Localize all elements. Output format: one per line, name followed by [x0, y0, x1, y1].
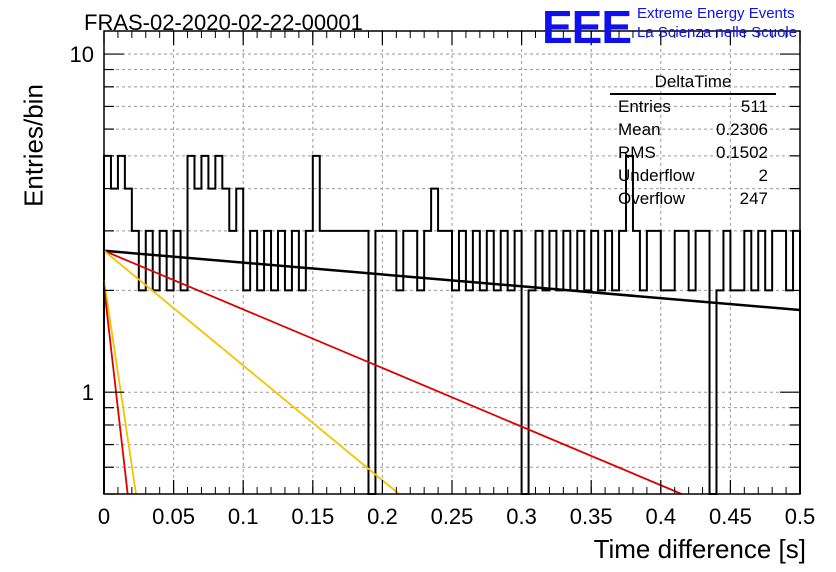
- stats-value: 247: [739, 189, 768, 208]
- axis-ticks: 0 0.05 0.1 0.15 0.2 0.25 0.3 0.35 0.4 0.45 0.5 1 10: [70, 31, 816, 529]
- fit-line: [103, 249, 801, 312]
- stats-title: DeltaTime: [610, 70, 776, 95]
- stats-row: Entries 511: [610, 95, 776, 118]
- fit-line: [103, 249, 683, 495]
- x-tick-label: 0.05: [152, 504, 195, 529]
- x-tick-label: 0.15: [291, 504, 334, 529]
- y-tick-label: 1: [82, 380, 94, 405]
- y-axis-label: Entries/bin: [18, 84, 49, 207]
- logo-caption: Extreme Energy Events La Scienza nelle S…: [637, 4, 797, 42]
- stats-row: Underflow 2: [610, 164, 776, 187]
- x-tick-label: 0.35: [570, 504, 613, 529]
- x-tick-label: 0.45: [709, 504, 752, 529]
- fit-line: [103, 250, 400, 495]
- x-tick-label: 0.1: [228, 504, 259, 529]
- y-tick-label: 10: [70, 42, 94, 67]
- stats-value: 0.1502: [716, 143, 768, 162]
- fit-lines: [103, 249, 801, 495]
- fit-line: [103, 286, 129, 495]
- x-tick-label: 0: [98, 504, 110, 529]
- stats-label: RMS: [618, 143, 656, 162]
- stats-value: 511: [740, 97, 768, 116]
- logo-line-1: Extreme Energy Events: [637, 5, 795, 22]
- chart-title: FRAS-02-2020-02-22-00001: [84, 10, 363, 35]
- stats-value: 0.2306: [716, 120, 768, 139]
- stats-row: RMS 0.1502: [610, 141, 776, 164]
- logo-line-2: La Scienza nelle Scuole: [637, 24, 798, 41]
- histogram-bars: [103, 154, 801, 495]
- x-tick-label: 0.25: [431, 504, 474, 529]
- stats-label: Entries: [618, 97, 671, 116]
- stats-label: Overflow: [618, 189, 686, 208]
- x-axis-label: Time difference [s]: [593, 534, 806, 564]
- eee-logo: EEE: [542, 1, 632, 53]
- stats-row: Mean 0.2306: [610, 118, 776, 141]
- stats-row: Overflow 247: [610, 187, 776, 210]
- stats-value: 2: [758, 166, 768, 185]
- stats-box: DeltaTime Entries 511 Mean 0.2306 RMS 0.…: [610, 70, 776, 210]
- stats-label: Mean: [618, 120, 661, 139]
- x-tick-label: 0.2: [367, 504, 398, 529]
- x-tick-label: 0.3: [506, 504, 537, 529]
- x-tick-label: 0.5: [785, 504, 816, 529]
- histogram-outline: [103, 154, 801, 495]
- fit-line: [103, 279, 137, 495]
- y-axis-label-box: Entries/bin: [4, 84, 49, 207]
- stats-label: Underflow: [618, 166, 695, 185]
- x-tick-label: 0.4: [646, 504, 677, 529]
